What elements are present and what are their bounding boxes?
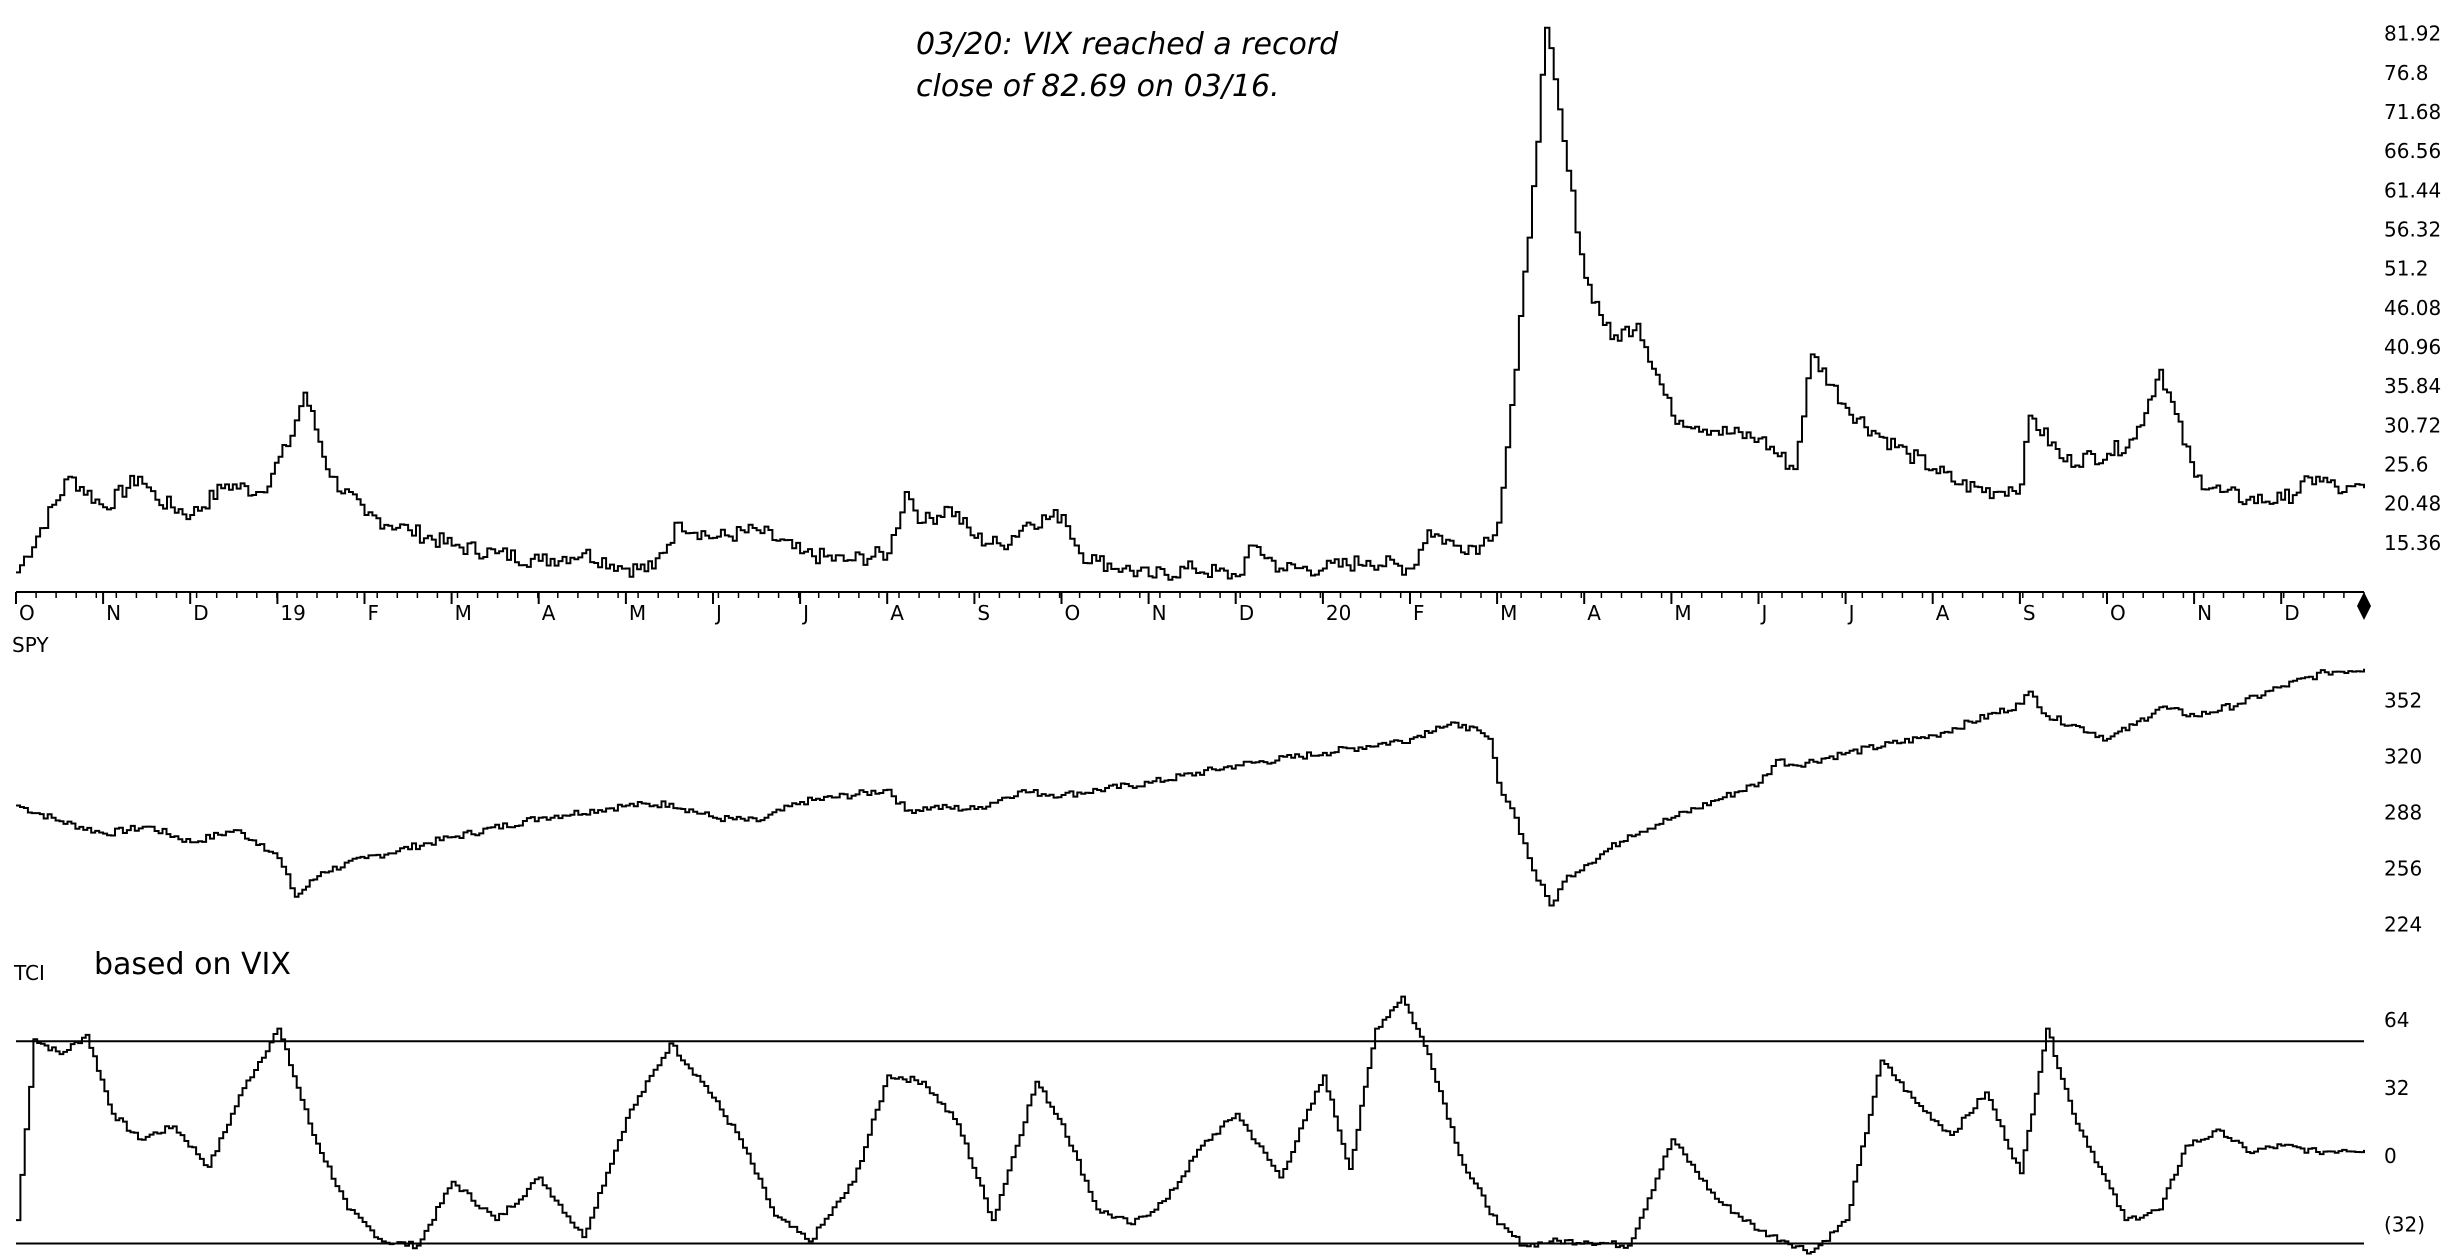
vix-ytick-label: 71.68 <box>2384 100 2441 124</box>
x-axis-tick-label: 19 <box>280 601 305 625</box>
spy-ytick-label: 224 <box>2384 913 2422 937</box>
x-axis-tick-label: F <box>1413 601 1425 625</box>
x-axis-tick-label: O <box>2110 601 2126 625</box>
x-axis-tick-label: S <box>977 601 990 625</box>
vix-ytick-label: 61.44 <box>2384 178 2441 202</box>
x-axis-tick-label: F <box>368 601 380 625</box>
tci-yaxis-labels: 64 32 0 (32) <box>2384 1008 2425 1236</box>
spy-ytick-label: 320 <box>2384 744 2422 768</box>
x-axis-tick-label: A <box>1587 601 1601 625</box>
x-axis-tick-label: O <box>1065 601 1081 625</box>
x-axis-tick-label: N <box>1152 601 1167 625</box>
x-axis-tick-label: A <box>1936 601 1950 625</box>
x-axis-tick-label: D <box>1239 601 1254 625</box>
vix-ytick-label: 46.08 <box>2384 296 2441 320</box>
vix-annotation-line-2: close of 82.69 on 03/16. <box>916 69 1280 104</box>
vix-ytick-label: 40.96 <box>2384 335 2441 359</box>
spy-yaxis-labels: 352 320 288 256 224 <box>2384 688 2422 936</box>
x-axis-tick-label: J <box>714 601 722 625</box>
vix-ytick-label: 25.6 <box>2384 453 2429 477</box>
vix-ytick-label: 20.48 <box>2384 492 2441 516</box>
x-axis-tick-label: 20 <box>1326 601 1351 625</box>
x-axis-tick-label: N <box>2197 601 2212 625</box>
vix-ytick-label: 15.36 <box>2384 531 2441 555</box>
tci-ytick-label: (32) <box>2384 1212 2425 1236</box>
vix-ytick-label: 51.2 <box>2384 257 2429 281</box>
tci-ytick-label: 0 <box>2384 1144 2397 1168</box>
vix-xaxis: O N D 19 F M A M J J A S O N D 20 F M A M J J A S O N D <box>15 591 2371 625</box>
vix-ytick-label: 81.92 <box>2384 22 2441 46</box>
vix-yaxis-labels: 81.92 76.8 71.68 66.56 61.44 56.32 51.2 46.08 40… <box>2384 22 2441 555</box>
vix-panel: 03/20: VIX reached a record close of 82.… <box>15 22 2441 625</box>
tci-panel: TCI based on VIX 64 32 0 (32) <box>13 947 2425 1255</box>
x-axis-tick-label: D <box>2284 601 2299 625</box>
spy-ytick-label: 256 <box>2384 857 2422 881</box>
spy-panel: SPY 352 320 288 256 224 <box>12 633 2422 937</box>
x-axis-tick-label: A <box>890 601 904 625</box>
x-axis-tick-label: S <box>2023 601 2036 625</box>
vix-ytick-label: 56.32 <box>2384 218 2441 242</box>
x-axis-tick-label: N <box>106 601 121 625</box>
tci-ytick-label: 32 <box>2384 1076 2409 1100</box>
tci-panel-title: TCI <box>13 961 45 985</box>
x-axis-tick-label: D <box>193 601 208 625</box>
spy-series-line <box>16 668 2365 907</box>
x-axis-tick-label: O <box>19 601 35 625</box>
vix-ytick-label: 35.84 <box>2384 374 2441 398</box>
x-axis-tick-label: J <box>1847 601 1855 625</box>
vix-ytick-label: 76.8 <box>2384 61 2429 85</box>
vix-ytick-label: 66.56 <box>2384 139 2441 163</box>
tci-panel-subtitle: based on VIX <box>94 947 291 982</box>
vix-series-line <box>16 26 2365 581</box>
x-axis-tick-label: J <box>1760 601 1768 625</box>
x-axis-tick-label: J <box>801 601 809 625</box>
tci-ytick-label: 64 <box>2384 1008 2409 1032</box>
x-axis-tick-label: M <box>455 601 472 625</box>
x-axis-tick-label: A <box>542 601 556 625</box>
spy-panel-title: SPY <box>12 633 49 657</box>
vix-ytick-label: 30.72 <box>2384 413 2441 437</box>
x-axis-tick-label: M <box>629 601 646 625</box>
x-axis-tick-label: M <box>1674 601 1691 625</box>
tci-reference-lines <box>16 1040 2364 1245</box>
end-of-data-diamond-icon <box>2357 592 2371 620</box>
spy-ytick-label: 352 <box>2384 688 2422 712</box>
tci-series-line <box>16 995 2365 1255</box>
x-axis-tick-label: M <box>1500 601 1517 625</box>
vix-annotation-line-1: 03/20: VIX reached a record <box>916 27 1339 62</box>
spy-ytick-label: 288 <box>2384 801 2422 825</box>
